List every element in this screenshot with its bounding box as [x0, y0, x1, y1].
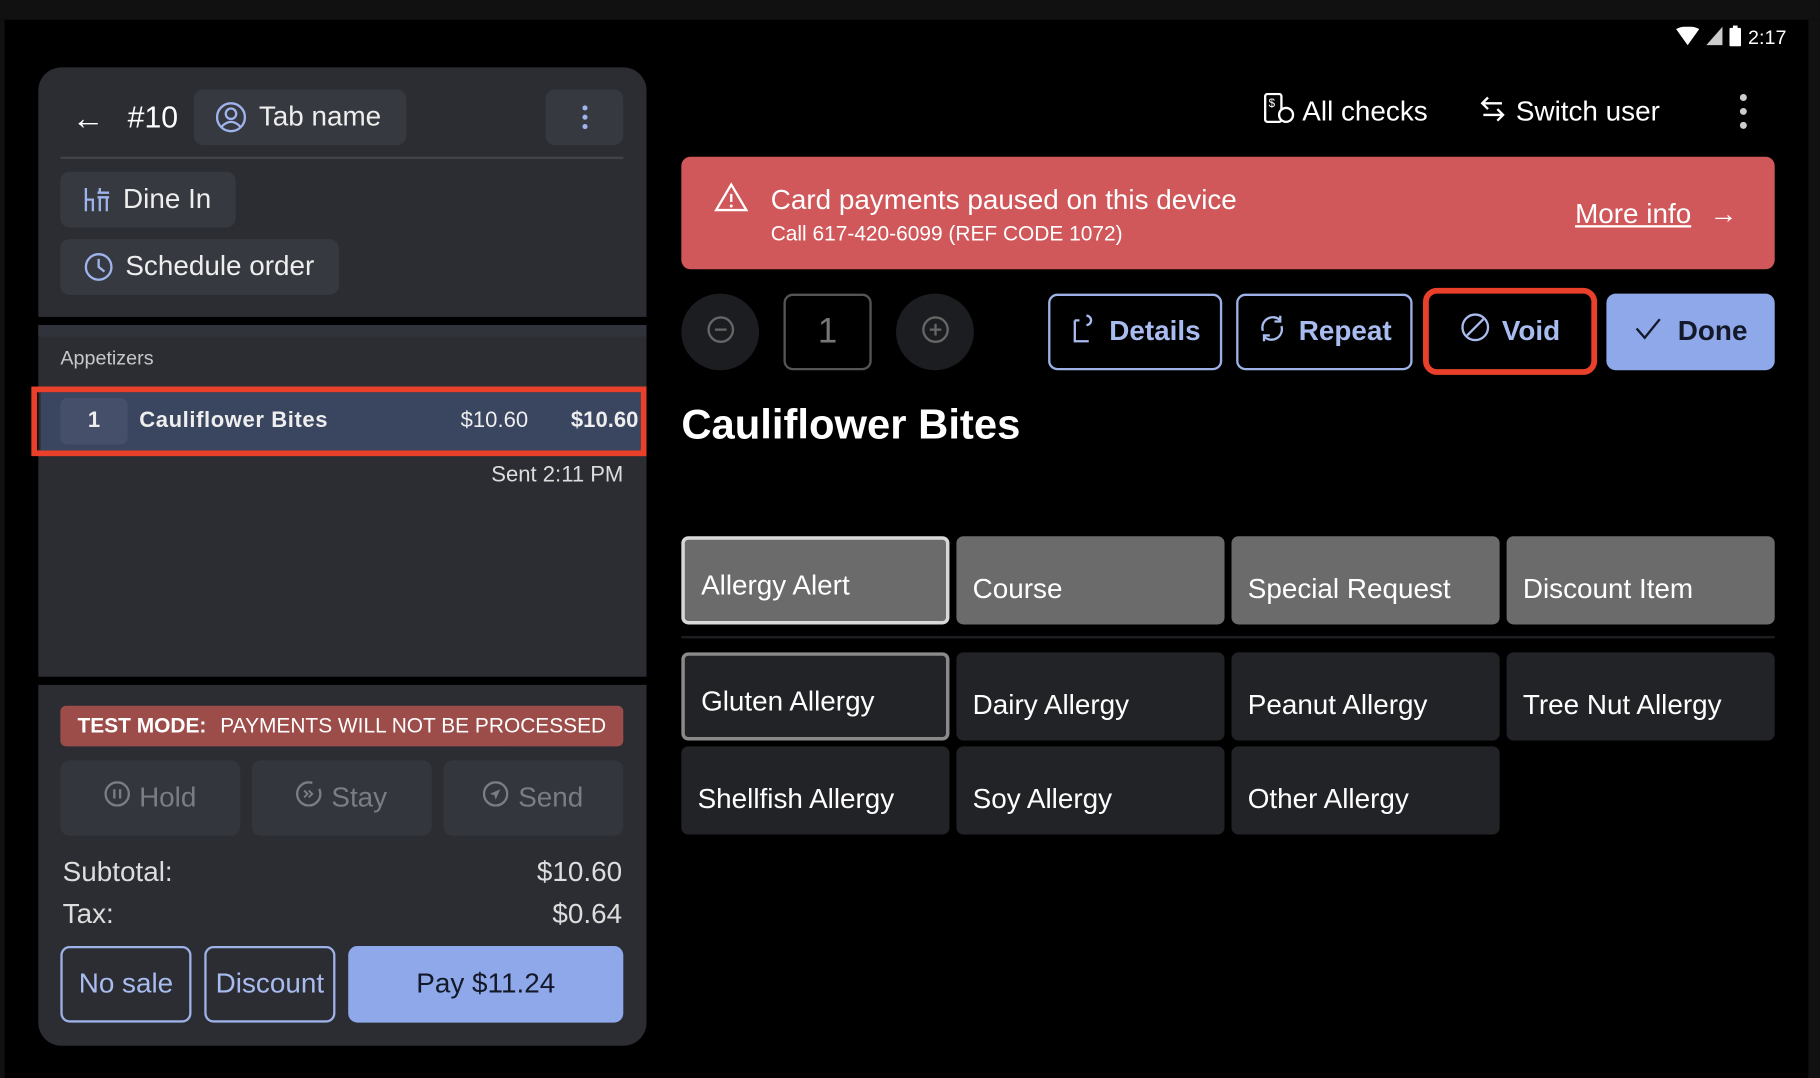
- modifier-soy-allergy[interactable]: Soy Allergy: [956, 746, 1225, 835]
- kebab-icon: [1738, 94, 1750, 137]
- payments-paused-alert: Card payments paused on this device Call…: [681, 156, 1775, 270]
- all-checks-label: All checks: [1302, 96, 1428, 128]
- wifi-icon: [1676, 25, 1700, 50]
- hold-label: Hold: [139, 781, 197, 814]
- checks-icon: $: [1263, 92, 1295, 133]
- schedule-order-label: Schedule order: [125, 250, 315, 283]
- warning-icon: [714, 182, 749, 218]
- no-sale-button[interactable]: No sale: [60, 945, 192, 1023]
- subtotal-value: $10.60: [536, 856, 623, 888]
- item-title: Cauliflower Bites: [681, 400, 1021, 449]
- alert-subtitle: Call 617-420-6099 (REF CODE 1072): [770, 221, 1123, 245]
- alert-title: Card payments paused on this device: [770, 184, 1237, 216]
- modifier-gluten-allergy[interactable]: Gluten Allergy: [681, 652, 950, 741]
- done-label: Done: [1677, 315, 1748, 348]
- modifier-dairy-allergy[interactable]: Dairy Allergy: [956, 652, 1225, 741]
- dine-in-button[interactable]: Dine In: [60, 171, 236, 228]
- switch-user-button[interactable]: Switch user: [1479, 95, 1660, 130]
- group-course[interactable]: Course: [956, 536, 1225, 625]
- dining-icon: [84, 186, 112, 214]
- decrease-qty-button[interactable]: [681, 293, 760, 371]
- pause-icon: [104, 781, 130, 815]
- signal-icon: [1706, 26, 1723, 50]
- group-allergy-alert[interactable]: Allergy Alert: [681, 536, 950, 625]
- stay-button[interactable]: Stay: [251, 760, 432, 836]
- more-info-link[interactable]: More info →: [1575, 198, 1738, 230]
- all-checks-button[interactable]: $ All checks: [1263, 92, 1428, 133]
- back-button[interactable]: ←: [71, 99, 105, 136]
- clock-icon: [84, 252, 114, 282]
- details-button[interactable]: Details: [1048, 293, 1223, 371]
- tab-name-button[interactable]: Tab name: [193, 89, 407, 146]
- dine-in-label: Dine In: [123, 183, 212, 215]
- item-unit-price: $10.60: [460, 408, 529, 433]
- pay-button[interactable]: Pay $11.24: [348, 945, 624, 1023]
- check-icon: [1634, 316, 1662, 348]
- send-button[interactable]: Send: [443, 760, 624, 836]
- order-menu-button[interactable]: [545, 89, 624, 146]
- group-discount-item[interactable]: Discount Item: [1506, 536, 1775, 625]
- left-bezel: [0, 19, 5, 1078]
- discount-button[interactable]: Discount: [204, 945, 336, 1023]
- modifier-peanut-allergy[interactable]: Peanut Allergy: [1231, 652, 1500, 741]
- quantity-field[interactable]: 1: [783, 293, 872, 371]
- subtotal-label: Subtotal:: [62, 856, 173, 888]
- status-bar: 2:17: [1676, 24, 1787, 52]
- switch-user-label: Switch user: [1515, 96, 1660, 128]
- tab-name-label: Tab name: [258, 100, 382, 133]
- divider: [60, 156, 624, 160]
- item-qty: 1: [60, 398, 128, 445]
- modifier-shellfish-allergy[interactable]: Shellfish Allergy: [681, 746, 950, 835]
- test-mode-text: PAYMENTS WILL NOT BE PROCESSED: [220, 713, 607, 738]
- swap-icon: [1479, 93, 1507, 131]
- test-mode-label: TEST MODE:: [77, 713, 207, 738]
- done-button[interactable]: Done: [1606, 293, 1775, 371]
- item-total: $10.60: [570, 408, 639, 433]
- top-bezel: [0, 0, 1820, 20]
- hold-button[interactable]: Hold: [60, 760, 241, 836]
- repeat-button[interactable]: Repeat: [1236, 293, 1413, 371]
- battery-icon: [1729, 24, 1742, 52]
- item-sent-time: Sent 2:11 PM: [491, 463, 624, 488]
- void-label: Void: [1501, 315, 1561, 347]
- stay-label: Stay: [331, 781, 388, 814]
- svg-text:$: $: [1269, 96, 1276, 109]
- modifier-other-allergy[interactable]: Other Allergy: [1231, 746, 1500, 835]
- status-time: 2:17: [1748, 26, 1787, 49]
- item-name: Cauliflower Bites: [139, 408, 329, 433]
- tax-label: Tax:: [62, 898, 114, 930]
- main-menu-button[interactable]: [1738, 93, 1750, 138]
- minus-icon: [706, 315, 734, 349]
- order-items-list: [38, 324, 647, 677]
- more-info-label: More info: [1575, 198, 1692, 230]
- schedule-order-button[interactable]: Schedule order: [60, 239, 339, 295]
- send-label: Send: [518, 781, 584, 814]
- repeat-icon: [1257, 313, 1287, 351]
- fast-forward-icon: [296, 781, 323, 815]
- test-mode-banner: TEST MODE: PAYMENTS WILL NOT BE PROCESSE…: [60, 705, 624, 747]
- modifier-tree-nut-allergy[interactable]: Tree Nut Allergy: [1506, 652, 1775, 741]
- kebab-icon: [581, 104, 588, 130]
- right-bezel: [1808, 19, 1820, 1078]
- void-icon: [1460, 312, 1490, 350]
- tax-value: $0.64: [552, 898, 623, 930]
- highlight-outline: [31, 386, 647, 457]
- group-special-request[interactable]: Special Request: [1231, 536, 1500, 625]
- plus-icon: [921, 315, 949, 349]
- void-button[interactable]: Void: [1431, 295, 1589, 367]
- order-item-row[interactable]: 1 Cauliflower Bites $10.60 $10.60: [40, 392, 641, 451]
- send-icon: [483, 781, 509, 815]
- arrow-right-icon: →: [1709, 198, 1738, 230]
- highlight-outline: [1423, 287, 1598, 375]
- details-label: Details: [1109, 315, 1201, 348]
- user-icon: [215, 101, 247, 133]
- repeat-label: Repeat: [1298, 315, 1392, 348]
- details-icon: [1070, 313, 1098, 351]
- increase-qty-button[interactable]: [896, 293, 974, 371]
- section-header: Appetizers: [60, 347, 154, 370]
- order-number: #10: [127, 99, 179, 135]
- divider: [681, 636, 1775, 639]
- list-shadow: [38, 324, 647, 337]
